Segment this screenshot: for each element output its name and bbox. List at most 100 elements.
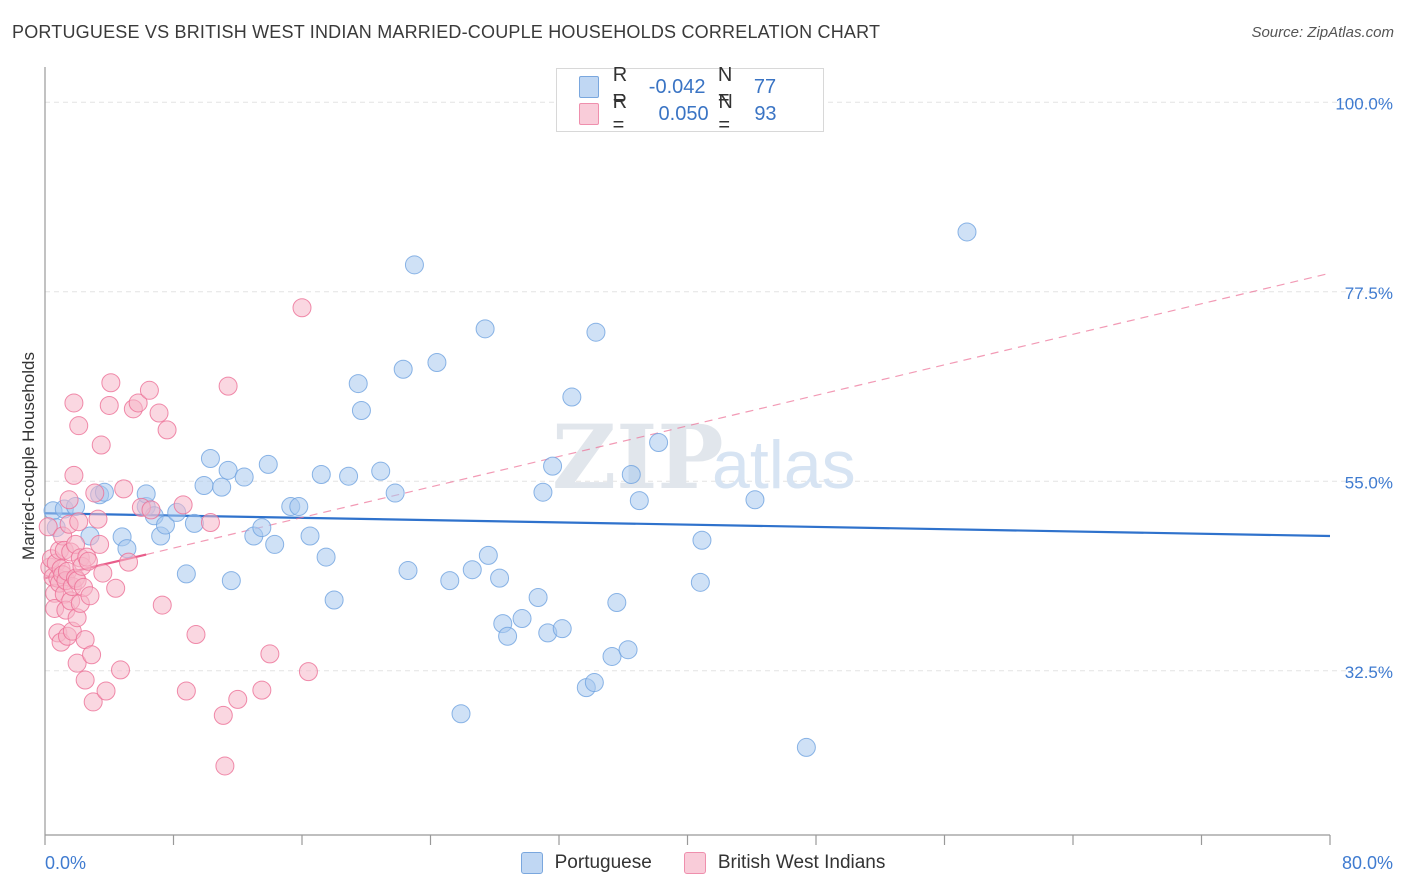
point-portuguese [607, 593, 627, 613]
point-portuguese [528, 587, 548, 607]
point-portuguese [221, 571, 241, 591]
point-portuguese [348, 374, 368, 394]
legend-n-label: N = [718, 91, 733, 136]
point-british-west-indians [228, 689, 248, 709]
point-portuguese [385, 483, 405, 503]
point-british-west-indians [99, 395, 119, 415]
point-portuguese [404, 255, 424, 275]
legend-row-british-west-indians: R = 0.050 N = 93 [579, 91, 823, 136]
series-legend-british-west-indians[interactable]: British West Indians [683, 852, 885, 874]
x-tick-label: 0.0% [45, 853, 86, 873]
point-british-west-indians [218, 376, 238, 396]
point-portuguese [393, 359, 413, 379]
point-portuguese [552, 619, 572, 639]
point-portuguese [252, 518, 272, 538]
point-british-west-indians [110, 660, 130, 680]
point-british-west-indians [59, 490, 79, 510]
y-tick-label: 77.5% [1345, 284, 1393, 303]
y-tick-label: 32.5% [1345, 663, 1393, 682]
stats-legend: R = -0.042 N = 77 R = 0.050 N = 93 [556, 64, 824, 136]
point-british-west-indians [64, 465, 84, 485]
point-portuguese [289, 497, 309, 517]
point-british-west-indians [141, 500, 161, 520]
point-british-west-indians [75, 670, 95, 690]
point-british-west-indians [157, 420, 177, 440]
point-british-west-indians [83, 692, 103, 712]
legend-r-label: R = [612, 64, 628, 109]
point-portuguese [398, 561, 418, 581]
point-british-west-indians [152, 595, 172, 615]
point-portuguese [440, 571, 460, 591]
point-british-west-indians [101, 373, 121, 393]
y-tick-label: 100.0% [1335, 94, 1393, 113]
point-portuguese [543, 456, 563, 476]
point-british-west-indians [119, 552, 139, 572]
point-portuguese [629, 491, 649, 511]
point-portuguese [621, 465, 641, 485]
legend-swatch-british-west-indians [579, 103, 599, 125]
y-tick-label: 55.0% [1345, 473, 1393, 492]
series-legend: Portuguese British West Indians [0, 852, 1406, 874]
series-label-portuguese: Portuguese [554, 852, 652, 873]
point-portuguese [562, 387, 582, 407]
legend-n-label: N = [717, 64, 733, 109]
point-portuguese [265, 534, 285, 554]
point-british-west-indians [106, 578, 126, 598]
grid-lines [45, 101, 1392, 672]
point-portuguese [745, 490, 765, 510]
point-british-west-indians [260, 644, 280, 664]
axis-labels: 32.5% 55.0% 77.5% 100.0% 0.0% 80.0% Married-co… [19, 94, 1393, 873]
point-british-west-indians [139, 380, 159, 400]
point-british-west-indians [88, 509, 108, 529]
point-british-west-indians [69, 416, 89, 436]
point-portuguese [498, 626, 518, 646]
point-british-west-indians [91, 435, 111, 455]
point-british-west-indians [213, 705, 233, 725]
trend-line-british-west-indians-extended [146, 272, 1331, 556]
legend-r-value: 0.050 [658, 102, 709, 125]
point-portuguese [258, 454, 278, 474]
point-portuguese [176, 564, 196, 584]
point-portuguese [957, 222, 977, 242]
point-portuguese [200, 449, 220, 469]
point-british-west-indians [176, 681, 196, 701]
point-portuguese [300, 526, 320, 546]
x-tick-label: 80.0% [1342, 853, 1393, 873]
point-british-west-indians [215, 756, 235, 776]
data-points [38, 222, 977, 776]
watermark-atlas: atlas [712, 427, 856, 503]
point-portuguese [618, 640, 638, 660]
series-legend-portuguese[interactable]: Portuguese [520, 852, 652, 874]
point-portuguese [649, 433, 669, 453]
point-portuguese [155, 515, 175, 535]
point-portuguese [234, 467, 254, 487]
point-portuguese [602, 646, 622, 666]
point-portuguese [478, 545, 498, 565]
legend-swatch-portuguese [579, 76, 599, 98]
point-portuguese [796, 737, 816, 757]
point-portuguese [584, 673, 604, 693]
point-british-west-indians [149, 403, 169, 423]
series-swatch-british-west-indians [683, 852, 706, 874]
point-british-west-indians [173, 495, 193, 515]
point-british-west-indians [252, 680, 272, 700]
point-portuguese [371, 461, 391, 481]
point-portuguese [692, 530, 712, 550]
point-british-west-indians [128, 393, 148, 413]
point-british-west-indians [80, 586, 100, 606]
point-portuguese [533, 482, 553, 502]
point-british-west-indians [186, 625, 206, 645]
point-portuguese [462, 560, 482, 580]
point-portuguese [194, 475, 214, 495]
point-portuguese [218, 460, 238, 480]
point-portuguese [316, 547, 336, 567]
point-british-west-indians [67, 653, 87, 673]
series-swatch-portuguese [520, 852, 543, 874]
point-british-west-indians [69, 512, 89, 532]
point-portuguese [490, 568, 510, 588]
point-portuguese [586, 322, 606, 342]
point-british-west-indians [38, 517, 58, 537]
legend-n-value: 77 [753, 75, 777, 98]
point-british-west-indians [64, 393, 84, 413]
